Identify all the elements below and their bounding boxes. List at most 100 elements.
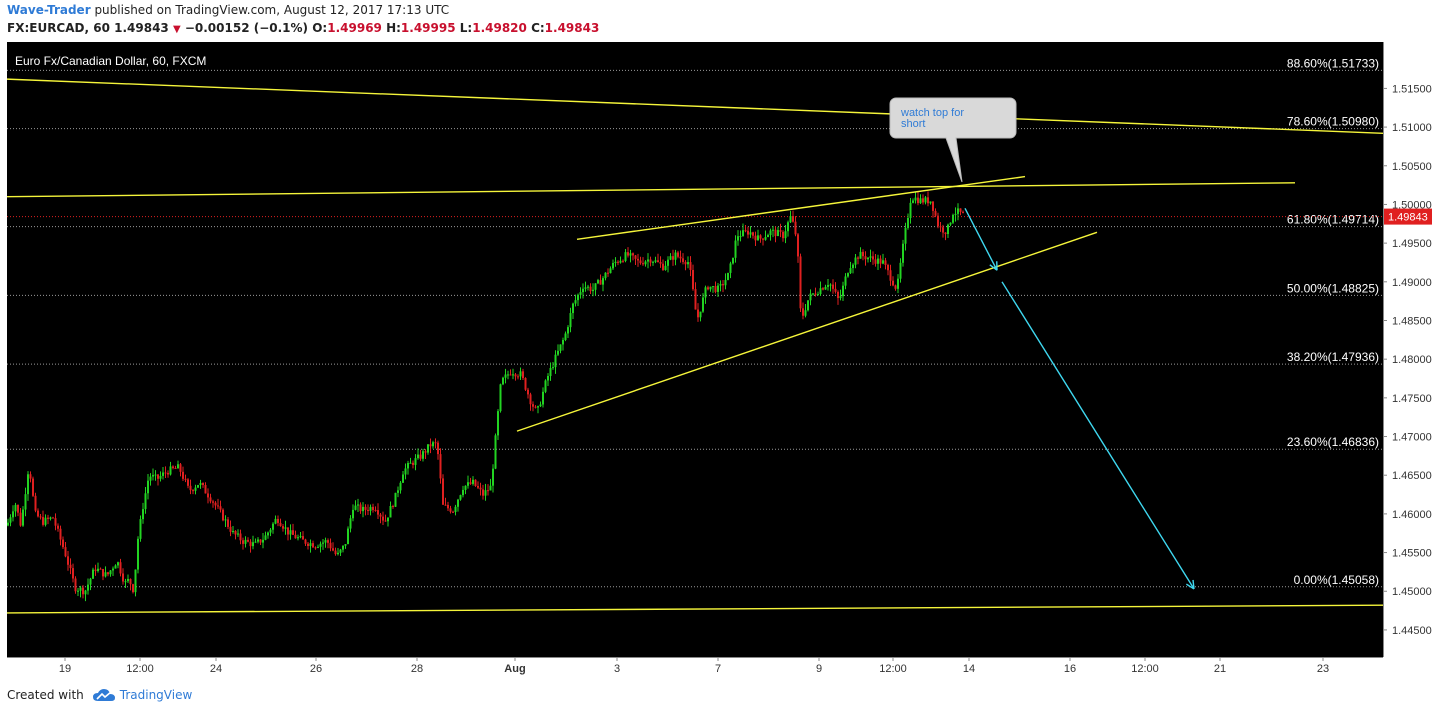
candle-body: [287, 527, 289, 535]
candle-body: [489, 485, 492, 491]
candle-body: [474, 479, 477, 486]
candle-body: [492, 468, 494, 486]
candle-body: [652, 261, 654, 263]
candle-body: [424, 451, 427, 453]
candle-body: [659, 262, 662, 264]
candle-body: [794, 221, 797, 235]
y-tick-label: 1.48000: [1392, 354, 1432, 366]
candle-body: [849, 268, 852, 274]
candle-body: [599, 280, 602, 285]
candle-body: [127, 578, 129, 582]
candle-body: [322, 542, 324, 544]
candle-body: [392, 506, 394, 508]
y-tick-label: 1.51500: [1392, 83, 1432, 95]
chart-title: Euro Fx/Canadian Dollar, 60, FXCM: [15, 54, 206, 68]
candle-body: [482, 489, 484, 496]
candle-body: [669, 256, 672, 260]
candle-body: [467, 482, 469, 486]
y-tick-label: 1.47500: [1392, 393, 1432, 405]
candle-body: [249, 541, 252, 547]
candle-body: [537, 406, 539, 408]
candle-body: [579, 292, 582, 295]
y-tick-label: 1.47000: [1392, 432, 1432, 444]
candle-body: [762, 238, 764, 240]
candle-body: [949, 222, 952, 225]
candle-body: [647, 259, 649, 262]
author-link[interactable]: Wave-Trader: [7, 3, 91, 17]
x-tick-label: 26: [310, 663, 322, 675]
high-label: H:: [386, 21, 401, 35]
candle-body: [209, 497, 212, 502]
candle-body: [472, 479, 474, 484]
candle-body: [589, 286, 592, 292]
x-tick-label: 9: [816, 663, 822, 675]
candle-body: [49, 517, 52, 519]
candle-body: [719, 284, 722, 286]
candle-body: [372, 506, 374, 510]
tradingview-link[interactable]: TradingView: [119, 688, 193, 702]
x-tick-label: 28: [411, 663, 423, 675]
candle-body: [922, 198, 924, 203]
candle-body: [569, 313, 572, 328]
candle-body: [207, 493, 209, 498]
candle-body: [134, 569, 137, 593]
candle-body: [54, 518, 57, 526]
x-tick-label: 16: [1064, 663, 1076, 675]
candle-body: [312, 543, 314, 548]
price-chart[interactable]: 1.44500 1.45000 1.45500 1.46000 1.46500 1.470…: [7, 42, 1433, 682]
candle-body: [509, 374, 512, 376]
candle-body: [164, 472, 167, 474]
candle-body: [27, 474, 29, 495]
candle-body: [814, 293, 817, 295]
candle-body: [619, 260, 622, 263]
candle-body: [402, 474, 404, 483]
candle-body: [74, 578, 77, 592]
candle-body: [824, 286, 827, 290]
candle-body: [384, 520, 387, 522]
candle-body: [232, 530, 234, 532]
candle-body: [859, 251, 862, 259]
candle-body: [39, 516, 42, 518]
candle-body: [632, 253, 634, 256]
open-label: O:: [312, 21, 328, 35]
candle-body: [412, 462, 414, 465]
candle-body: [557, 350, 559, 355]
chart-area[interactable]: 1.44500 1.45000 1.45500 1.46000 1.46500 1.470…: [7, 42, 1433, 682]
candle-body: [572, 303, 574, 314]
candle-body: [807, 300, 809, 311]
candle-body: [872, 256, 874, 260]
candle-body: [37, 510, 39, 517]
candle-body: [394, 492, 397, 507]
candle-body: [362, 506, 364, 512]
candle-body: [939, 226, 942, 228]
candle-body: [219, 506, 222, 510]
candle-body: [69, 564, 72, 569]
candle-body: [749, 232, 752, 235]
candle-body: [182, 471, 184, 479]
trendline: [7, 78, 1384, 134]
candle-body: [507, 374, 509, 376]
candle-body: [429, 444, 432, 447]
candle-body: [512, 374, 514, 376]
published-text: published on TradingView.com, August 12,…: [90, 3, 450, 17]
candle-body: [494, 435, 497, 469]
candle-body: [22, 509, 24, 526]
candle-body: [414, 458, 417, 465]
x-tick-label: 3: [614, 663, 620, 675]
candle-body: [122, 573, 124, 582]
candle-body: [744, 230, 747, 232]
candle-body: [852, 264, 854, 269]
x-tick-label: 19: [59, 663, 71, 675]
candle-body: [759, 235, 762, 239]
candle-body: [302, 536, 304, 540]
candle-body: [224, 519, 227, 521]
high-value: 1.49995: [400, 21, 456, 35]
candle-body: [422, 451, 424, 459]
y-tick-label: 1.49500: [1392, 238, 1432, 250]
candle-body: [779, 230, 782, 232]
candle-body: [497, 411, 499, 436]
candle-body: [767, 235, 769, 238]
candle-body: [377, 510, 379, 515]
candle-body: [64, 547, 67, 557]
candle-body: [244, 539, 247, 544]
